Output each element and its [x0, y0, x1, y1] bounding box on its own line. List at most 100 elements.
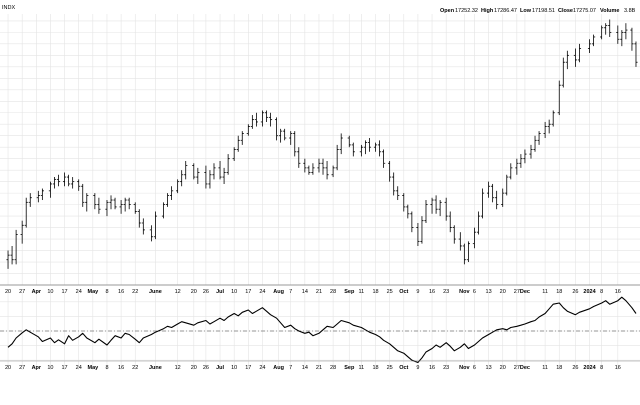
ohlc-bar	[289, 131, 293, 145]
x-tick-label: 7	[289, 289, 292, 295]
x-tick-label: 28	[330, 289, 336, 295]
ohlc-bar	[434, 195, 438, 214]
x-tick-label: 2024	[583, 289, 596, 295]
ohlc-bars	[6, 19, 638, 269]
symbol-label: INDX	[2, 5, 15, 11]
indicator-x-tick-label: 27	[514, 365, 520, 371]
ohlc-bar	[52, 177, 57, 189]
ohlc-low-value: 17198.51	[532, 8, 555, 14]
ohlc-bar	[537, 131, 541, 145]
indicator-x-tick-label: 28	[330, 365, 336, 371]
indicator-x-tick-label: 10	[47, 365, 53, 371]
ohlc-bar	[62, 172, 67, 187]
ohlc-bar	[153, 211, 158, 240]
ohlc-bar	[430, 197, 434, 214]
ohlc-bar	[577, 43, 582, 63]
ohlc-bar	[105, 200, 109, 217]
x-tick-label: Apr	[32, 289, 42, 295]
x-tick-label: 18	[556, 289, 562, 295]
ohlc-bar	[226, 154, 230, 175]
x-tick-label: 26	[572, 289, 578, 295]
indicator-x-tick-label: Sep	[344, 365, 355, 371]
ohlc-bar	[363, 140, 368, 155]
ohlc-bar	[36, 190, 40, 203]
ohlc-bar	[137, 209, 141, 228]
ohlc-bar	[515, 158, 519, 175]
ohlc-bar	[452, 225, 456, 244]
x-tick-label: 11	[542, 289, 548, 295]
ohlc-volume-label: Volume	[600, 8, 619, 14]
indicator-x-tick-label: 7	[289, 365, 292, 371]
ohlc-bar	[604, 23, 608, 35]
ohlc-bar	[486, 181, 491, 198]
ohlc-bar	[133, 202, 137, 214]
ohlc-bar	[56, 174, 61, 187]
indicator-x-tick-label: 23	[443, 365, 449, 371]
ohlc-bar	[561, 57, 565, 88]
indicator-x-tick-label: Aug	[273, 365, 284, 371]
ohlc-bar	[523, 149, 527, 164]
ohlc-bar	[303, 158, 307, 173]
ohlc-bar	[196, 167, 200, 184]
indicator-x-tick-label: Apr	[32, 365, 42, 371]
ohlc-bar	[359, 144, 363, 157]
ohlc-close-label: Close	[558, 8, 573, 14]
ohlc-open-label: Open	[440, 8, 455, 14]
x-tick-label: Sep	[344, 289, 355, 295]
ohlc-bar	[279, 128, 283, 143]
ohlc-bar	[6, 250, 10, 269]
indicator-x-tick-label: Dec	[520, 365, 530, 371]
ohlc-bar	[81, 183, 85, 207]
x-tick-label: 20	[5, 289, 11, 295]
ohlc-bar	[204, 165, 208, 189]
ohlc-bar	[634, 41, 638, 67]
ohlc-bar	[543, 121, 547, 139]
ohlc-bar	[149, 225, 153, 242]
ohlc-bar	[325, 160, 329, 180]
ohlc-bar	[260, 110, 265, 127]
indicator-x-tick-label: Oct	[399, 365, 408, 371]
x-tick-label: Aug	[273, 289, 284, 295]
x-tick-label: 17	[62, 289, 68, 295]
ohlc-bar	[406, 204, 410, 219]
ohlc-bar	[48, 181, 53, 198]
ohlc-bar	[402, 193, 406, 212]
x-tick-label: 18	[372, 289, 378, 295]
ohlc-bar	[14, 229, 18, 265]
ohlc-bar	[438, 200, 442, 217]
x-tick-label: 8	[105, 289, 108, 295]
ohlc-bar	[587, 39, 592, 54]
ohlc-bar	[444, 197, 448, 221]
x-tick-label: 23	[443, 289, 449, 295]
indicator-line	[7, 296, 637, 364]
x-tick-label: 24	[259, 289, 265, 295]
ohlc-bar	[283, 128, 287, 141]
indicator-x-tick-label: 16	[429, 365, 435, 371]
ohlc-bar	[236, 135, 240, 152]
x-tick-label: 20	[500, 289, 506, 295]
ohlc-bar	[505, 174, 509, 196]
x-tick-label: 21	[316, 289, 322, 295]
indicator-x-tick-label: 27	[19, 365, 25, 371]
x-tick-label: 11	[359, 289, 365, 295]
ohlc-bar	[232, 147, 236, 161]
ohlc-bar	[169, 186, 174, 201]
ohlc-bar	[127, 197, 131, 210]
ohlc-bar	[10, 245, 14, 265]
ohlc-bar	[388, 160, 392, 182]
ohlc-bar	[297, 147, 301, 168]
ohlc-bar	[218, 160, 222, 180]
x-tick-label: 22	[132, 289, 138, 295]
x-tick-label: 13	[486, 289, 492, 295]
ohlc-readout: Open 17252.32 High 17286.47 Low 17198.51…	[440, 8, 636, 14]
x-tick-label: 6	[473, 289, 476, 295]
ohlc-bar	[161, 202, 166, 219]
ohlc-bar	[176, 179, 180, 194]
ohlc-bar	[93, 193, 97, 210]
ohlc-bar	[396, 186, 400, 201]
ohlc-bar	[529, 144, 533, 159]
indicator-x-tick-label: 22	[132, 365, 138, 371]
indicator-x-tick-label: 20	[5, 365, 11, 371]
ohlc-bar	[165, 193, 170, 207]
